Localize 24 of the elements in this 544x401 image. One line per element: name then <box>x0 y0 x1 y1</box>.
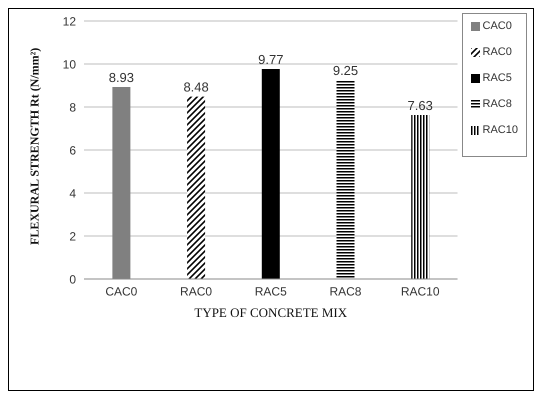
data-label: 7.63 <box>408 98 433 113</box>
y-axis-title: FLEXURAL STRENGTH Rt (N/mm²) <box>27 48 42 245</box>
y-tick-label: 2 <box>69 229 76 244</box>
y-tick-label: 0 <box>69 272 76 286</box>
legend-label: CAC0 <box>482 20 513 32</box>
legend-label: RAC10 <box>482 124 518 136</box>
x-tick-label: RAC5 <box>254 284 288 299</box>
x-tick-label: RAC8 <box>329 284 362 299</box>
legend-label: RAC0 <box>482 46 513 58</box>
y-tick-label: 6 <box>69 143 76 158</box>
y-tick-label: 12 <box>62 14 76 28</box>
x-tick-label: CAC0 <box>105 284 138 299</box>
legend-label: RAC8 <box>482 98 513 110</box>
x-tick-label: RAC0 <box>180 284 212 299</box>
data-label: 9.25 <box>332 63 358 78</box>
x-axis-title: TYPE OF CONCRETE MIX <box>194 305 348 320</box>
data-label: 8.48 <box>183 80 209 95</box>
y-tick-label: 4 <box>69 186 76 200</box>
x-tick-label: RAC10 <box>400 284 440 299</box>
y-tick-label: 10 <box>62 57 76 72</box>
y-tick-label: 8 <box>69 100 76 114</box>
legend-label: RAC5 <box>482 72 513 84</box>
data-label: 8.93 <box>108 70 134 86</box>
data-label: 9.77 <box>258 52 284 67</box>
